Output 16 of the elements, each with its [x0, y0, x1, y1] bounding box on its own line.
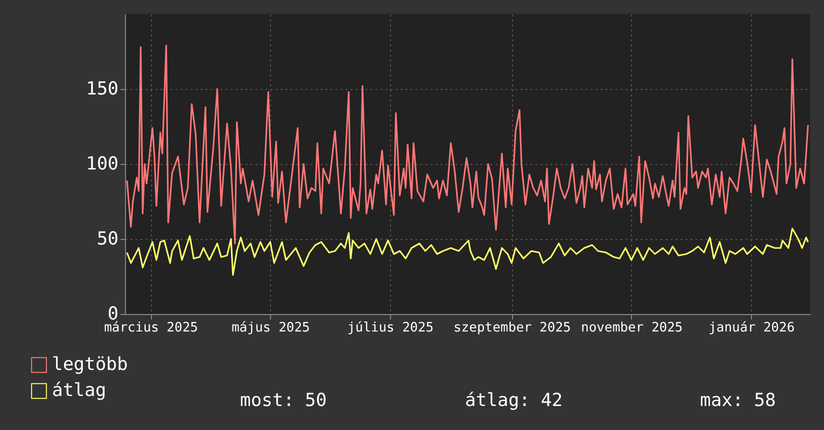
x-tick-label: május 2025 — [232, 320, 310, 336]
text: most: 50 — [240, 390, 327, 411]
x-tick-label: március 2025 — [104, 320, 198, 336]
x-tick-label: január 2026 — [708, 320, 795, 336]
x-tick-label: szeptember 2025 — [453, 320, 571, 336]
y-tick-label: 150 — [86, 78, 118, 100]
y-tick-label: 100 — [86, 154, 118, 174]
text: max: 58 — [700, 390, 776, 411]
text: átlag: 42 — [465, 390, 563, 411]
y-tick-label: 50 — [96, 228, 118, 250]
line-series — [126, 44, 809, 244]
legend-label: legtöbb — [52, 354, 128, 375]
x-tick-label: november 2025 — [581, 320, 683, 336]
x-tick-label: július 2025 — [347, 320, 434, 336]
legend-label: átlag — [52, 380, 106, 401]
line-series — [126, 228, 809, 276]
